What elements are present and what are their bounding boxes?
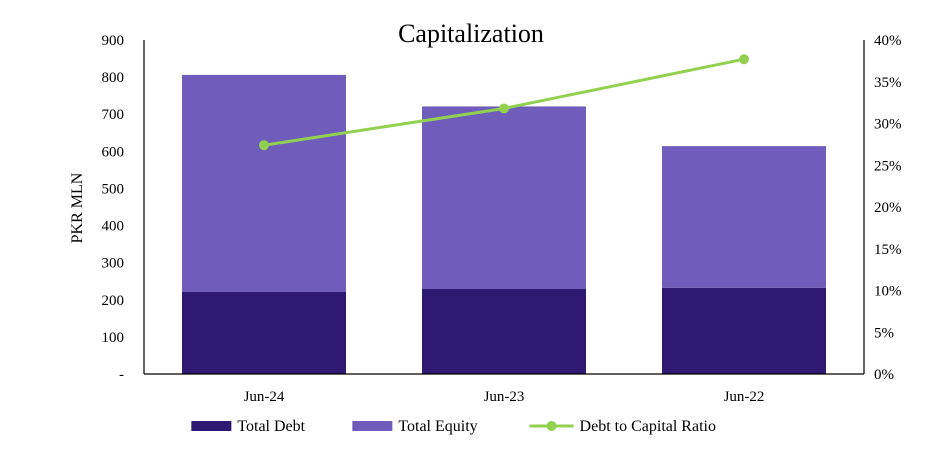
point-debt-to-capital-ratio-jun-22 (739, 54, 749, 65)
legend-item-total-debt: Total Debt (191, 418, 306, 435)
x-tick-label: Jun-23 (484, 389, 525, 405)
y-tick-label: 100 (102, 330, 125, 346)
y2-tick-label: 40% (874, 33, 902, 49)
x-tick-label: Jun-22 (724, 389, 765, 405)
legend-label: Total Debt (237, 418, 305, 435)
bar-series-group (182, 74, 826, 374)
ratio-line-group (259, 54, 749, 151)
y-tick-label: 500 (102, 181, 125, 197)
category-axis-ticks: Jun-24 Jun-23 Jun-22 (244, 389, 765, 405)
legend-label: Total Equity (398, 418, 477, 435)
x-tick-label: Jun-24 (244, 389, 285, 405)
right-axis-ticks: 0% 5% 10% 15% 20% 25% 30% 35% 40% (874, 33, 902, 383)
point-debt-to-capital-ratio-jun-23 (499, 103, 509, 114)
y-tick-label: 600 (102, 144, 125, 160)
y-axis-label: PKR MLN (69, 172, 86, 243)
y-tick-label: 800 (102, 70, 125, 86)
legend-marker-debt-to-capital-ratio (546, 421, 557, 431)
y2-tick-label: 0% (874, 367, 894, 383)
bar-total-debt-jun-22 (662, 287, 826, 374)
y-tick-label: 900 (102, 33, 125, 49)
y2-tick-label: 5% (874, 325, 894, 341)
y-tick-label: - (119, 367, 124, 383)
bar-total-debt-jun-23 (422, 289, 586, 374)
y2-tick-label: 35% (874, 75, 902, 91)
legend-swatch-total-debt (191, 421, 232, 431)
y-tick-label: 700 (102, 107, 125, 123)
bar-total-equity-jun-23 (422, 106, 586, 290)
y2-tick-label: 20% (874, 200, 902, 216)
y-tick-label: 200 (102, 293, 125, 309)
left-axis-ticks: - 100 200 300 400 500 600 700 800 900 (102, 33, 125, 383)
legend-item-debt-to-capital-ratio: Debt to Capital Ratio (529, 418, 716, 435)
y2-tick-label: 25% (874, 158, 902, 174)
y2-tick-label: 15% (874, 242, 902, 258)
bar-total-equity-jun-22 (662, 146, 826, 288)
point-debt-to-capital-ratio-jun-24 (259, 140, 269, 151)
y-tick-label: 400 (102, 219, 125, 235)
y-tick-label: 300 (102, 256, 125, 272)
axes-group (143, 40, 865, 375)
legend-swatch-total-equity (352, 421, 393, 431)
y2-tick-label: 30% (874, 117, 902, 133)
chart-title: Capitalization (398, 19, 544, 48)
chart-legend: Total Debt Total Equity Debt to Capital Ra… (191, 418, 716, 435)
legend-item-total-equity: Total Equity (352, 418, 478, 435)
y2-tick-label: 10% (874, 284, 902, 300)
legend-label: Debt to Capital Ratio (580, 418, 716, 435)
bar-total-equity-jun-24 (182, 74, 346, 292)
bar-total-debt-jun-24 (182, 291, 346, 374)
